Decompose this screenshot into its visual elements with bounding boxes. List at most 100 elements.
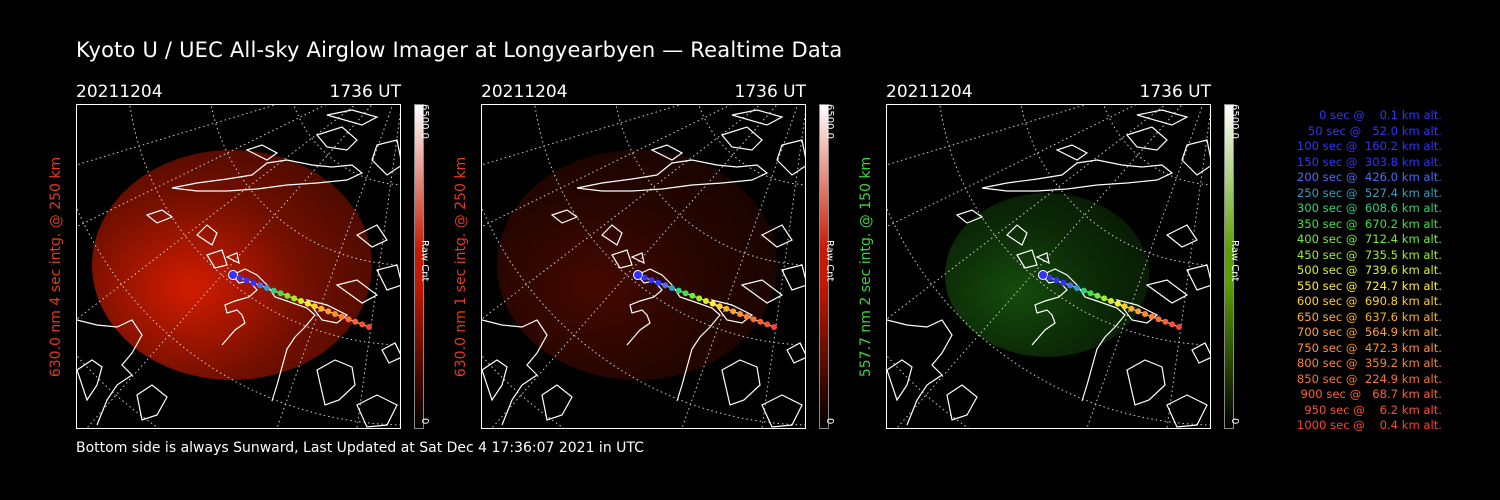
trajectory-point: [338, 313, 345, 320]
trajectory-point: [1162, 318, 1169, 325]
legend-entry: 500 sec @ 739.6 km alt.: [1293, 263, 1442, 277]
panel-side-label: 630.0 nm 1 sec intg. @ 250 km: [453, 156, 469, 377]
coastline: [776, 139, 805, 176]
legend-entry: 300 sec @ 608.6 km alt.: [1293, 201, 1442, 215]
trajectory-point: [264, 285, 270, 291]
legend-entry: 850 sec @ 224.9 km alt.: [1293, 371, 1442, 386]
allsky-image: [76, 104, 401, 429]
coastline: [650, 144, 684, 161]
trajectory-point: [737, 311, 743, 317]
coastline: [77, 359, 103, 402]
allsky-map: [887, 105, 1210, 428]
coastline: [145, 209, 174, 224]
coastline: [1016, 249, 1038, 269]
allsky-map: [482, 105, 805, 428]
trajectory-point: [669, 285, 675, 291]
longitude-gridline: [1086, 105, 1204, 428]
trajectory-point: [352, 318, 359, 325]
trajectory-point: [298, 298, 304, 304]
coastline: [1006, 224, 1028, 246]
trajectory-point: [332, 311, 338, 317]
colorbar-min: 0: [1229, 418, 1240, 425]
panel-time: 1736 UT: [329, 82, 402, 102]
coastline: [381, 342, 400, 364]
trajectory-point: [1108, 298, 1114, 304]
trajectory-point: [1046, 274, 1053, 281]
coastline: [946, 384, 978, 421]
airglow-emission: [497, 150, 777, 380]
trajectory-point: [696, 295, 703, 302]
trajectory-point: [675, 287, 682, 294]
coastline: [550, 209, 579, 224]
longitude-gridline: [77, 105, 356, 320]
longitude-gridline: [1166, 112, 1210, 428]
trajectory-point: [325, 308, 332, 315]
legend-entry: 650 sec @ 637.6 km alt.: [1293, 309, 1442, 324]
legend-entry: 950 sec @ 6.2 km alt.: [1300, 402, 1442, 417]
coastline: [335, 279, 379, 304]
trajectory-point: [1067, 282, 1074, 289]
coastline: [1145, 279, 1189, 304]
trajectory-point: [641, 274, 648, 281]
trajectory-point: [277, 290, 284, 297]
page-title: Kyoto U / UEC All-sky Airglow Imager at …: [76, 38, 843, 62]
trajectory-point: [1148, 313, 1155, 320]
trajectory-point: [689, 292, 696, 299]
trajectory-point: [228, 270, 238, 280]
panel-date: 20211204: [886, 82, 973, 102]
trajectory-point: [1087, 290, 1094, 297]
allsky-image: [886, 104, 1211, 429]
coastline: [136, 384, 168, 421]
coastline: [781, 264, 805, 291]
coastline: [740, 279, 784, 304]
longitude-gridline: [887, 105, 1166, 320]
trajectory-point: [655, 279, 662, 286]
trajectory-legend: 0 sec @ 0.1 km alt. 50 sec @ 52.0 km alt…: [1293, 108, 1442, 434]
trajectory-point: [1135, 308, 1142, 315]
trajectory-point: [1121, 303, 1128, 310]
coastline: [225, 252, 240, 265]
trajectory-point: [1080, 287, 1087, 294]
coastline: [221, 268, 316, 402]
coastline: [355, 224, 388, 248]
coastline: [721, 359, 761, 406]
coastline: [326, 109, 379, 126]
trajectory-point: [250, 279, 257, 286]
trajectory-point: [304, 300, 311, 307]
legend-entry: 250 sec @ 527.4 km alt.: [1293, 185, 1442, 200]
coastline: [206, 249, 228, 269]
trajectory-point: [257, 282, 264, 289]
legend-entry: 800 sec @ 359.2 km alt.: [1293, 356, 1442, 370]
airglow-emission: [92, 150, 372, 380]
trajectory-point: [743, 313, 750, 320]
coastline: [1035, 252, 1050, 265]
airglow-panel-557nm-2s: 20211204 1736 UT 557.7 nm 2 sec intg. @ …: [858, 80, 1246, 430]
coastline: [1136, 109, 1189, 126]
allsky-image: [481, 104, 806, 429]
trajectory-point: [1155, 316, 1162, 323]
trajectory-point: [709, 300, 716, 307]
coastline: [1166, 394, 1208, 428]
coastline: [630, 252, 645, 265]
longitude-gridline: [482, 105, 732, 228]
coastline: [1055, 144, 1089, 161]
trajectory-point: [716, 303, 723, 310]
trajectory-point: [318, 305, 325, 312]
legend-entry: 900 sec @ 68.7 km alt.: [1296, 387, 1442, 401]
trajectory-point: [750, 316, 757, 323]
trajectory-point: [1053, 277, 1060, 284]
panel-date: 20211204: [481, 82, 568, 102]
coastline: [887, 359, 913, 402]
airglow-panel-630nm-4s: 20211204 1736 UT 630.0 nm 4 sec intg. @ …: [48, 80, 436, 430]
footer-note: Bottom side is always Sunward, Last Upda…: [76, 440, 644, 456]
legend-entry: 1000 sec @ 0.4 km alt.: [1296, 418, 1442, 432]
panel-side-label: 630.0 nm 4 sec intg. @ 250 km: [48, 156, 64, 377]
coastline: [77, 319, 143, 426]
trajectory-point: [757, 318, 764, 325]
panel-date: 20211204: [76, 82, 163, 102]
longitude-gridline: [887, 105, 1087, 166]
coastline: [601, 224, 623, 246]
trajectory-point: [764, 321, 771, 328]
allsky-map: [77, 105, 400, 428]
panel-time: 1736 UT: [734, 82, 807, 102]
